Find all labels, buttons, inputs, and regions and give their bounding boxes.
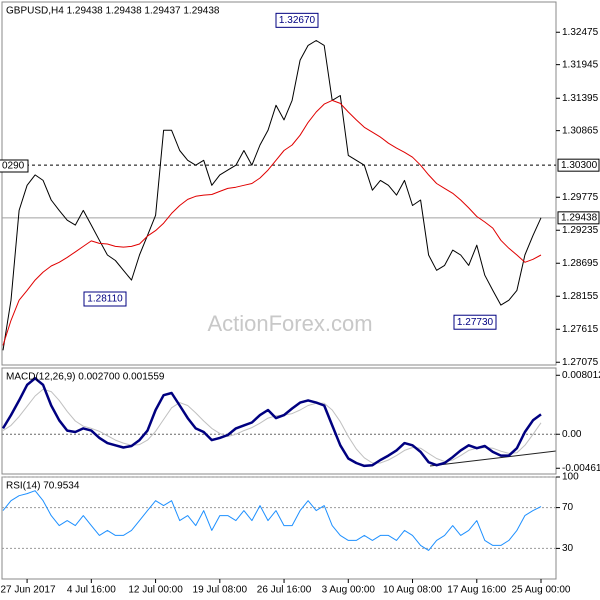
panel-frame bbox=[1, 1, 557, 366]
annotation-box bbox=[453, 314, 497, 330]
level-box bbox=[557, 211, 600, 225]
y-tick-label: -0.004619 bbox=[562, 463, 600, 474]
x-tick-label: 4 Jul 16:00 bbox=[67, 585, 116, 596]
x-tick-label: 27 Jun 2017 bbox=[0, 585, 55, 596]
y-tick-label: 70 bbox=[562, 502, 574, 513]
series-line bbox=[2, 388, 542, 464]
annotation-box bbox=[275, 12, 319, 28]
x-tick-label: 19 Jul 08:00 bbox=[193, 585, 248, 596]
annotation-label: 1.32670 bbox=[279, 15, 316, 26]
y-tick-label: 1.27615 bbox=[562, 324, 599, 335]
series-line bbox=[2, 99, 542, 346]
cut-label-box bbox=[0, 159, 29, 173]
y-tick-label: 100 bbox=[562, 472, 579, 483]
watermark: ActionForex.com bbox=[207, 311, 372, 336]
series-line bbox=[1, 377, 542, 468]
annotation-box bbox=[83, 291, 127, 307]
x-tick-label: 12 Jul 00:00 bbox=[128, 585, 183, 596]
level-label: 1.30300 bbox=[561, 160, 598, 171]
y-tick-label: 30 bbox=[562, 543, 574, 554]
y-tick-label: 1.30865 bbox=[562, 125, 599, 136]
annotation-label: 1.28110 bbox=[87, 294, 123, 305]
y-tick-label: 1.29235 bbox=[562, 225, 599, 236]
x-tick-label: 17 Aug 16:00 bbox=[447, 585, 506, 596]
panel-title: GBPUSD,H4 1.29438 1.29438 1.29437 1.2943… bbox=[6, 6, 220, 17]
y-tick-label: 1.27075 bbox=[562, 357, 599, 368]
y-tick-label: 1.28695 bbox=[562, 258, 599, 269]
series-line bbox=[2, 40, 542, 351]
macd-trendline bbox=[429, 450, 557, 467]
x-tick-label: 25 Aug 00:00 bbox=[512, 585, 571, 596]
y-tick-label: 1.29775 bbox=[562, 192, 599, 203]
y-tick-label: 1.31395 bbox=[562, 93, 599, 104]
panel-title: MACD(12,26,9) 0.002700 0.001559 bbox=[6, 372, 165, 383]
y-tick-label: 0.00 bbox=[562, 429, 582, 440]
level-box bbox=[557, 158, 600, 172]
x-tick-label: 3 Aug 00:00 bbox=[322, 585, 376, 596]
x-tick-label: 10 Aug 08:00 bbox=[383, 585, 442, 596]
cut-label: 0290 bbox=[2, 161, 25, 172]
y-tick-label: 1.31945 bbox=[562, 59, 599, 70]
y-tick-label: 1.28155 bbox=[562, 291, 599, 302]
panel-title: RSI(14) 70.9534 bbox=[6, 481, 80, 492]
annotation-label: 1.27730 bbox=[457, 317, 494, 328]
series-line bbox=[2, 490, 542, 551]
x-tick-label: 26 Jul 16:00 bbox=[257, 585, 312, 596]
level-label: 1.29438 bbox=[561, 212, 598, 223]
panel-frame bbox=[1, 367, 557, 475]
y-tick-label: 1.32475 bbox=[562, 27, 599, 38]
y-tick-label: 0.008012 bbox=[562, 370, 600, 381]
